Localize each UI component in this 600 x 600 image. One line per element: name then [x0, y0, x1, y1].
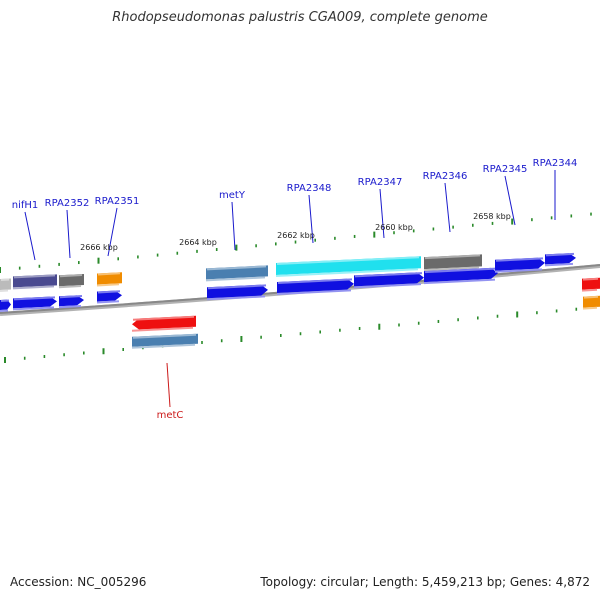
leader-line: [444, 182, 451, 233]
cds-arrow: [97, 290, 122, 302]
feature-metY-box-shade: [205, 276, 266, 282]
gene-label-rpa2344: RPA2344: [533, 158, 578, 169]
cds-arrow-highlight: [424, 267, 497, 274]
map-title: Rhodopseudomonas palustris CGA009, compl…: [112, 10, 488, 25]
coordinate-label: 2660 kbp: [375, 223, 413, 232]
leader-line: [379, 188, 385, 239]
feature-rpa2346-box-highlight: [424, 254, 481, 260]
feature-track: [0, 252, 600, 349]
coordinate-label: 2666 kbp: [80, 243, 118, 252]
feature-orange-right-shade: [582, 306, 598, 310]
leader-line: [504, 175, 516, 226]
cds-arrow-shade: [276, 289, 352, 295]
leader-line: [231, 201, 236, 251]
cds-arrow-highlight: [495, 257, 544, 262]
cds-arrow-shade: [353, 283, 422, 289]
cds-arrow-highlight: [277, 278, 353, 284]
feature-rpa2352-box-highlight: [59, 274, 83, 278]
gene-label-mety: metY: [219, 190, 246, 201]
feature-metC-arrow-highlight: [132, 315, 195, 321]
feature-rpa2352-box-shade: [58, 285, 82, 289]
gene-labels: nifH1 RPA2352 RPA2351 metY RPA2348 RPA2347 RPA…: [12, 158, 578, 421]
feature-metC-box-highlight: [132, 333, 197, 339]
gene-label-rpa2346: RPA2346: [423, 171, 468, 182]
cds-arrow: [0, 299, 11, 310]
feature-rpa2351-box-highlight: [97, 272, 121, 276]
cds-arrow-shade: [423, 278, 496, 285]
genome-stats-text: Topology: circular; Length: 5,459,213 bp…: [260, 575, 590, 589]
feature-metY-box-highlight: [206, 265, 267, 271]
cds-arrow-highlight: [13, 296, 56, 301]
cds-arrow-shade: [58, 305, 82, 309]
feature-rpa2346-box-shade: [423, 266, 480, 272]
leader-line: [308, 194, 314, 244]
feature-nifH1-box-shade: [12, 285, 55, 290]
coordinate-label: 2658 kbp: [473, 212, 511, 221]
feature-rpa2348-box: [276, 256, 421, 276]
feature-red-right: [582, 277, 600, 290]
gene-label-nifh1: nifH1: [12, 200, 39, 211]
feature-rpa2348-box-shade: [275, 268, 419, 278]
gene-label-metc: metC: [157, 410, 184, 421]
label-leaders: [24, 170, 556, 408]
coordinate-label: 2662 kbp: [277, 231, 315, 240]
coordinate-label: 2664 kbp: [179, 238, 217, 247]
feature-rpa2351-box-shade: [96, 283, 120, 287]
cds-arrow-shade: [544, 262, 574, 267]
gene-label-rpa2345: RPA2345: [483, 164, 528, 175]
cds-arrow-shade: [12, 306, 55, 311]
gene-label-rpa2351: RPA2351: [95, 196, 140, 207]
cds-arrow: [545, 253, 576, 265]
feature-metC-box-shade: [131, 343, 196, 349]
inner-tick-track: [4, 307, 578, 363]
gene-label-rpa2352: RPA2352: [45, 198, 90, 209]
feature-orange-right-highlight: [583, 295, 599, 299]
feature-rpa2348-box-highlight: [276, 256, 420, 266]
accession-text: Accession: NC_005296: [10, 575, 147, 589]
cds-arrow-shade: [494, 268, 543, 273]
feature-rpa2352-box: [59, 274, 84, 287]
gene-label-rpa2347: RPA2347: [358, 177, 403, 188]
feature-nifH1-box-highlight: [13, 274, 56, 279]
cds-arrow-highlight: [545, 252, 575, 257]
leader-line: [166, 362, 171, 408]
cds-arrow-shade: [206, 295, 266, 301]
feature-lightgray: [0, 278, 11, 290]
feature-rpa2351-box: [97, 272, 122, 285]
feature-metC-arrow-shade: [131, 326, 194, 332]
cds-arrow-highlight: [0, 299, 10, 302]
cds-arrow-highlight: [59, 295, 83, 299]
feature-lightgray-highlight: [0, 278, 10, 281]
leader-line: [107, 207, 118, 257]
cds-arrow-highlight: [207, 284, 267, 290]
coordinate-labels: 2666 kbp 2664 kbp 2662 kbp 2660 kbp 2658 kbp: [80, 212, 511, 252]
gene-label-rpa2348: RPA2348: [287, 183, 332, 194]
feature-orange-right: [583, 295, 600, 308]
leader-line: [66, 209, 71, 259]
cds-arrow-highlight: [97, 290, 121, 294]
feature-red-right-highlight: [582, 277, 599, 281]
cds-arrow-highlight: [354, 272, 423, 278]
feature-red-right-shade: [581, 288, 598, 292]
cds-arrow-shade: [0, 309, 9, 312]
leader-line: [24, 211, 36, 261]
outer-tick-track: [0, 212, 592, 273]
feature-lightgray-shade: [0, 289, 9, 292]
cds-arrow: [59, 295, 84, 307]
cds-arrow-shade: [96, 300, 120, 304]
